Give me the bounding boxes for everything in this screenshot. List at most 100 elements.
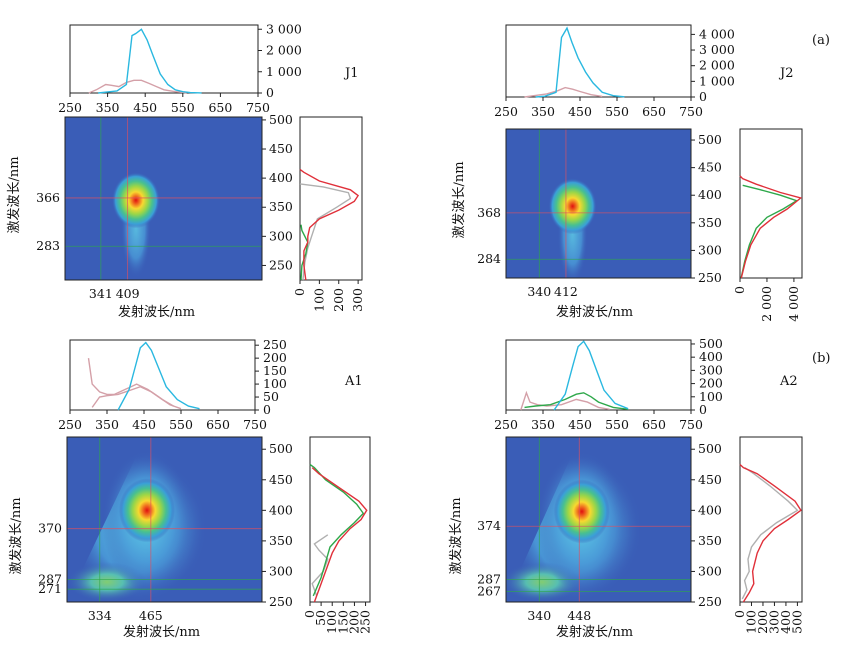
side-tick-label: 250	[358, 610, 373, 634]
y-tick-label: 500	[698, 132, 722, 147]
marked-em-label: 341	[89, 286, 113, 301]
x-tick-label: 450	[568, 417, 592, 432]
x-tick-label: 750	[246, 100, 270, 115]
x-tick-label: 550	[171, 100, 195, 115]
x-axis-label: 发射波长/nm	[556, 304, 633, 320]
marked-ex-label: 271	[38, 581, 62, 596]
side-tick-label: 100	[311, 288, 326, 312]
y-tick-label: 450	[269, 141, 293, 156]
side-green-line	[300, 224, 309, 281]
x-tick-label: 250	[58, 417, 82, 432]
top-tick-label: 1 000	[266, 64, 302, 79]
top-tick-label: 2 000	[266, 43, 302, 58]
x-tick-label: 450	[568, 104, 592, 119]
x-tick-label: 650	[642, 417, 666, 432]
peak-spot	[553, 479, 610, 544]
marked-ex-label: 287	[477, 571, 501, 586]
top-tick-label: 100	[263, 376, 287, 391]
x-tick-label: 350	[96, 100, 120, 115]
x-tick-label: 550	[605, 104, 629, 119]
heatmap-frame	[505, 128, 692, 279]
top-tick-label: 300	[699, 362, 723, 377]
side-tick-label: 0	[292, 288, 307, 296]
marked-ex-label: 366	[36, 190, 60, 205]
side-tick-label: 500	[789, 610, 804, 634]
y-tick-label: 400	[698, 187, 722, 202]
marked-em-label: 409	[116, 286, 140, 301]
top-tick-label: 1 000	[699, 73, 735, 88]
peak-spot	[118, 478, 175, 543]
x-tick-label: 650	[642, 104, 666, 119]
heatmap-frame	[64, 116, 263, 281]
panel-name: J1	[343, 66, 358, 81]
y-tick-label: 450	[698, 160, 722, 175]
y-tick-label: 300	[269, 563, 293, 578]
side-red-line	[739, 463, 802, 603]
x-axis-label: 发射波长/nm	[118, 304, 195, 320]
x-axis-label: 发射波长/nm	[123, 624, 200, 640]
side-tick-label: 4 000	[786, 286, 801, 322]
y-tick-label: 300	[698, 563, 722, 578]
side-red-line	[311, 467, 368, 603]
panel-name: A1	[344, 374, 363, 389]
top-green-line	[524, 392, 629, 410]
top-pink-line	[88, 79, 187, 94]
heatmap-layer	[67, 437, 262, 602]
top-spectrum-frame	[69, 24, 259, 94]
x-tick-label: 750	[679, 417, 703, 432]
y-axis-label: 激发波长/nm	[448, 497, 464, 574]
top-blue-line	[553, 340, 629, 411]
heatmap-background	[65, 117, 262, 280]
x-tick-label: 750	[243, 417, 267, 432]
top-tick-label: 200	[263, 350, 287, 365]
side-tick-label: 0	[302, 610, 317, 618]
side-tick-label: 2 000	[759, 286, 774, 322]
y-tick-label: 500	[269, 441, 293, 456]
y-tick-label: 350	[698, 533, 722, 548]
side-tick-label: 200	[755, 610, 770, 634]
top-spectrum-frame	[505, 24, 692, 98]
x-tick-label: 250	[494, 417, 518, 432]
side-tick-label: 300	[766, 610, 781, 634]
side-spectrum-frame	[739, 436, 803, 603]
x-tick-label: 450	[132, 417, 156, 432]
y-tick-label: 350	[269, 199, 293, 214]
side-tick-label: 200	[331, 288, 346, 312]
x-tick-label: 550	[169, 417, 193, 432]
y-tick-label: 300	[269, 228, 293, 243]
top-spectrum-frame	[69, 339, 256, 411]
x-tick-label: 250	[494, 104, 518, 119]
y-axis-label: 激发波长/nm	[8, 497, 24, 574]
y-axis-label: 激发波长/nm	[451, 161, 467, 238]
y-tick-label: 500	[698, 441, 722, 456]
x-tick-label: 350	[95, 417, 119, 432]
y-tick-label: 300	[698, 242, 722, 257]
marked-ex-label: 368	[477, 205, 501, 220]
side-tick-label: 100	[743, 610, 758, 634]
side-green-line	[740, 184, 799, 279]
y-tick-label: 250	[698, 594, 722, 609]
top-tick-label: 50	[263, 389, 279, 404]
top-tick-label: 0	[266, 85, 274, 100]
y-tick-label: 250	[269, 594, 293, 609]
top-spectrum-frame	[505, 339, 692, 411]
y-tick-label: 250	[698, 270, 722, 285]
top-tick-label: 150	[263, 363, 287, 378]
top-blue-line	[535, 26, 625, 98]
marked-ex-label: 374	[477, 518, 501, 533]
peak-spot	[111, 172, 160, 229]
y-tick-label: 450	[269, 472, 293, 487]
top-tick-label: 4 000	[699, 26, 735, 41]
marked-ex-label: 283	[36, 238, 60, 253]
panel-tag-a: (a)	[812, 33, 830, 48]
peak-spot	[548, 178, 597, 235]
side-tick-label: 150	[335, 610, 350, 634]
y-tick-label: 450	[698, 472, 722, 487]
side-tick-label: 0	[732, 286, 747, 294]
marked-em-label: 340	[527, 608, 551, 623]
y-tick-label: 400	[698, 502, 722, 517]
y-axis-label: 激发波长/nm	[6, 156, 22, 233]
